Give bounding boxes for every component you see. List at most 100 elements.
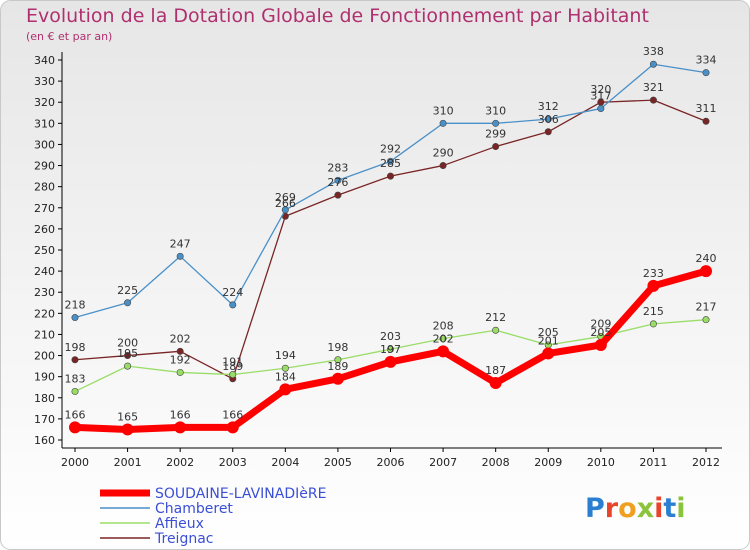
data-point (174, 421, 187, 434)
x-tick-label: 2003 (219, 456, 247, 469)
y-tick-label: 330 (34, 75, 55, 88)
chart-subtitle: (en € et par an) (26, 30, 112, 43)
logo-letter: i (676, 493, 685, 524)
logo-letter: o (618, 493, 637, 524)
data-point (386, 345, 394, 353)
data-point (334, 356, 342, 364)
data-label: 205 (590, 326, 611, 339)
y-tick-label: 260 (34, 223, 55, 236)
data-point (649, 320, 657, 328)
data-point (702, 69, 710, 77)
data-label: 299 (485, 128, 506, 141)
legend-label: Treignac (154, 531, 213, 547)
data-label: 189 (222, 360, 243, 373)
data-point (334, 191, 342, 199)
data-point (281, 206, 289, 214)
data-label: 209 (590, 318, 611, 331)
data-label: 197 (380, 343, 401, 356)
series-layer (69, 60, 712, 436)
y-tick-label: 320 (34, 96, 55, 109)
data-label: 208 (433, 320, 454, 333)
data-point (176, 347, 184, 355)
data-point (124, 299, 132, 307)
data-point (439, 162, 447, 170)
y-tick-label: 230 (34, 286, 55, 299)
data-point (594, 339, 607, 351)
y-tick-label: 190 (34, 371, 55, 384)
y-tick-label: 160 (34, 434, 55, 447)
data-point (489, 377, 502, 389)
data-label: 203 (380, 330, 401, 343)
legend-label: Affieux (155, 516, 204, 532)
logo-letter: t (663, 493, 676, 524)
data-point (544, 115, 552, 123)
y-tick-label: 290 (34, 160, 55, 173)
y-tick-label: 180 (34, 392, 55, 405)
data-point (700, 265, 712, 278)
y-tick-label: 340 (34, 54, 55, 67)
data-label: 240 (696, 252, 717, 265)
x-tick-label: 2002 (166, 456, 194, 469)
y-tick-label: 220 (34, 307, 55, 320)
y-tick-label: 270 (34, 202, 55, 215)
data-label: 334 (696, 54, 717, 67)
data-label: 276 (327, 176, 348, 189)
data-label: 310 (485, 104, 506, 117)
data-label: 320 (590, 83, 611, 96)
data-label: 166 (170, 408, 191, 421)
legend-label: Chamberet (155, 501, 233, 517)
data-label: 198 (327, 341, 348, 354)
data-label: 218 (65, 299, 86, 312)
logo-letter: P (585, 493, 605, 524)
y-tick-label: 170 (34, 413, 55, 426)
y-ticks: 160 170 180 190 200 210 220 230 240 250 260 270 280 2… (34, 54, 62, 447)
data-label: 201 (538, 334, 559, 347)
x-tick-label: 2006 (377, 456, 405, 469)
data-point (71, 356, 79, 364)
data-point (69, 421, 81, 434)
data-label: 217 (696, 301, 717, 314)
data-point (124, 352, 132, 360)
x-tick-label: 2008 (482, 456, 510, 469)
data-point (702, 117, 710, 125)
data-label: 165 (117, 410, 138, 423)
data-label: 285 (380, 157, 401, 170)
data-label: 247 (170, 237, 191, 250)
data-label: 215 (643, 305, 664, 318)
x-tick-label: 2009 (534, 456, 562, 469)
x-tick-label: 2007 (429, 456, 457, 469)
data-point (437, 345, 450, 358)
data-label: 195 (117, 347, 138, 360)
data-point (334, 176, 342, 184)
data-point (439, 335, 447, 343)
y-tick-label: 280 (34, 181, 55, 194)
data-label: 321 (643, 81, 664, 94)
legend: SOUDAINE-LAVINADIèREChamberetAffieuxTrei… (100, 486, 326, 547)
data-label: 233 (643, 267, 664, 280)
data-point (492, 119, 500, 127)
data-point (542, 347, 555, 360)
x-tick-label: 2011 (639, 456, 667, 469)
data-label: 310 (433, 104, 454, 117)
data-label: 225 (117, 284, 138, 297)
data-point (281, 364, 289, 372)
y-tick-label: 210 (34, 328, 55, 341)
x-tick-label: 2001 (114, 456, 142, 469)
x-tick-label: 2004 (271, 456, 299, 469)
data-point (279, 383, 292, 396)
data-label: 194 (275, 349, 296, 362)
data-label: 184 (275, 370, 296, 383)
data-label: 183 (65, 372, 86, 385)
data-point (386, 157, 394, 165)
data-label: 306 (538, 113, 559, 126)
x-tick-label: 2000 (61, 456, 89, 469)
y-tick-label: 250 (34, 244, 55, 257)
data-label: 269 (275, 191, 296, 204)
data-label: 212 (485, 311, 506, 324)
data-label: 290 (433, 147, 454, 160)
data-label: 166 (65, 408, 86, 421)
data-labels-layer: 198 200 202 189 266 276 285 290 299 306 320 321 311 1… (65, 45, 717, 423)
data-point (229, 301, 237, 309)
